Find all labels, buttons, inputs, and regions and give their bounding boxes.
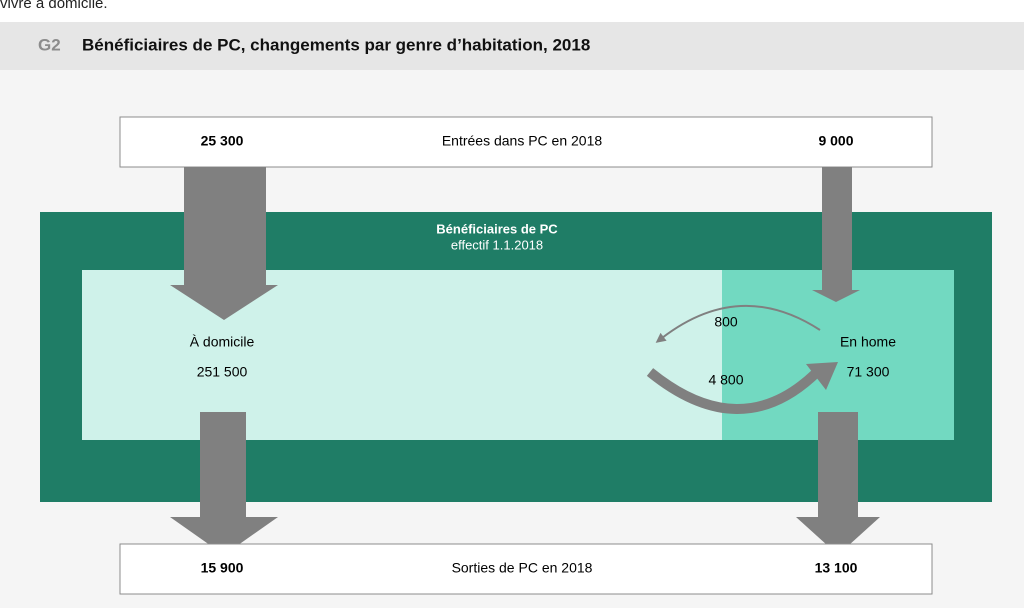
arrow-home-to-care — [646, 368, 819, 414]
arrow-exit-home — [170, 412, 278, 555]
arrow-exit-care — [796, 412, 880, 555]
transfer-home-care: 4 800 — [708, 372, 743, 388]
home-value: 251 500 — [197, 364, 248, 380]
header-band — [0, 22, 1024, 70]
exits-home: 15 900 — [201, 560, 244, 576]
home-label: À domicile — [190, 334, 255, 350]
entries-care: 9 000 — [818, 133, 853, 149]
exits-label: Sorties de PC en 2018 — [452, 560, 593, 576]
transfer-care-home: 800 — [714, 314, 738, 330]
header-title: Bénéficiaires de PC, changements par gen… — [82, 35, 590, 54]
exits-box — [119, 543, 933, 595]
population-title: Bénéficiaires de PC — [436, 221, 558, 236]
population-subtitle: effectif 1.1.2018 — [451, 237, 543, 252]
arrow-entry-care — [812, 167, 860, 302]
intro-fragment: vivre à domicile. — [0, 0, 108, 12]
arrow-entry-home — [170, 167, 278, 320]
entries-home: 25 300 — [201, 133, 244, 149]
care-label: En home — [840, 334, 896, 350]
entries-box — [119, 116, 933, 168]
arrow-home-to-care-head — [806, 362, 838, 390]
arrow-care-to-home — [655, 304, 821, 343]
exits-care: 13 100 — [815, 560, 858, 576]
entries-label: Entrées dans PC en 2018 — [442, 133, 603, 149]
header-label: G2 — [38, 35, 61, 54]
care-value: 71 300 — [847, 364, 890, 380]
home-area — [82, 270, 722, 440]
